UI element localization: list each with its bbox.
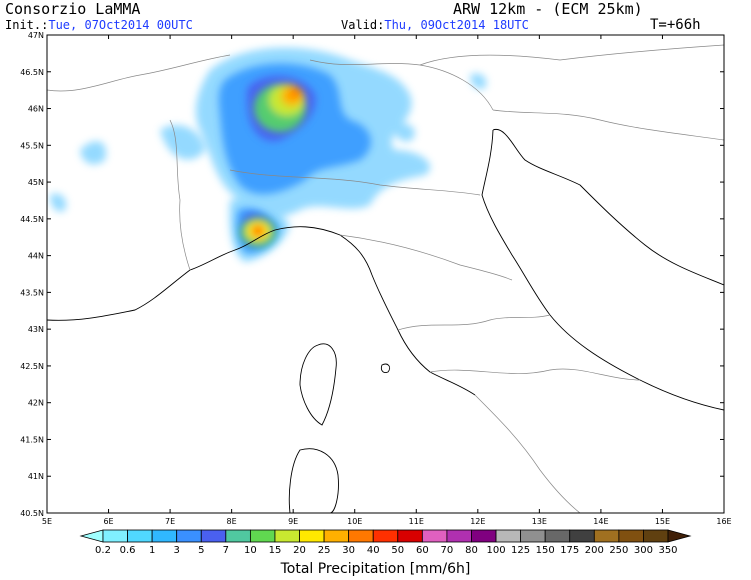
lat-tick-label: 46N [28,105,44,114]
colorbar-label: 300 [634,545,653,556]
lat-tick-label: 45N [28,178,44,187]
lat-tick-label: 44N [28,252,44,261]
colorbar-label: 3 [174,545,180,556]
colorbar-box [323,529,350,543]
colorbar-box [372,529,399,543]
organization-title: Consorzio LaMMA [5,0,141,18]
coastlines [47,128,724,513]
colorbar-box [421,529,448,543]
lon-tick-label: 11E [409,517,424,526]
colorbar-label: 20 [293,545,306,556]
lon-tick-label: 13E [532,517,547,526]
init-value: Tue, 07Oct2014 00UTC [48,18,193,32]
colorbar-label: 15 [269,545,282,556]
colorbar-max-arrow [667,529,692,543]
colorbar-box [176,529,202,543]
colorbar-box [225,529,251,543]
colorbar-label: 25 [318,545,331,556]
lon-tick-label: 7E [165,517,175,526]
valid-value: Thu, 09Oct2014 18UTC [384,18,529,32]
lat-tick-label: 43.5N [20,288,44,297]
lat-tick-label: 45.5N [20,141,44,150]
lon-tick-label: 5E [42,517,52,526]
latitude-ticks: 47N 46.5N 46N 45.5N 45N 44.5N 44N 43.5N 43N 42.5N… [20,31,724,518]
colorbar-label: 0.6 [120,545,136,556]
lat-tick-label: 42.5N [20,362,44,371]
colorbar: 0.2 0.6 1 3 5 7 10 15 20 25 30 40 50 60 70 80 100 125 150 1… [79,529,692,556]
valid-time: Valid:Thu, 09Oct2014 18UTC [341,18,529,32]
lat-tick-label: 42N [28,399,44,408]
colorbar-box [348,529,374,543]
colorbar-label: 10 [244,545,257,556]
lat-tick-label: 43N [28,325,44,334]
precip-field [50,47,487,262]
colorbar-box [102,529,128,543]
lon-tick-label: 15E [655,517,670,526]
colorbar-box [544,529,571,543]
colorbar-label: 250 [609,545,628,556]
lat-tick-label: 41N [28,472,44,481]
lon-tick-label: 6E [103,517,113,526]
lon-tick-label: 16E [716,517,731,526]
colorbar-label: 175 [560,545,579,556]
colorbar-min-arrow [79,529,104,543]
colorbar-box [446,529,472,543]
model-title: ARW 12km - (ECM 25km) [453,0,643,18]
colorbar-box [593,529,620,543]
colorbar-label: 30 [342,545,355,556]
colorbar-label: 125 [511,545,530,556]
colorbar-box [127,529,153,543]
colorbar-box [151,529,178,543]
plot-frame [46,34,725,514]
lat-tick-label: 40.5N [20,509,44,518]
colorbar-label: 70 [441,545,454,556]
longitude-ticks: 5E 6E 7E 8E 9E 10E 11E 12E 13E 14E 15E 16E [42,35,732,526]
valid-label: Valid: [341,18,385,32]
colorbar-box [299,529,325,543]
init-time: Init.:Tue, 07Oct2014 00UTC [5,18,193,32]
colorbar-label: 80 [465,545,478,556]
colorbar-label: 60 [416,545,429,556]
colorbar-box [471,529,497,543]
colorbar-label: 150 [536,545,555,556]
lon-tick-label: 12E [470,517,485,526]
colorbar-box [569,529,595,543]
lon-tick-label: 8E [227,517,237,526]
colorbar-box [643,529,669,543]
colorbar-box [495,529,522,543]
init-label: Init.: [5,18,49,32]
lat-tick-label: 47N [28,31,44,40]
lat-tick-label: 41.5N [20,435,44,444]
colorbar-title: Total Precipitation [mm/6h] [280,561,471,577]
colorbar-label: 5 [198,545,204,556]
borders [47,44,724,513]
colorbar-box [274,529,300,543]
colorbar-label: 1 [149,545,155,556]
colorbar-label: 50 [391,545,404,556]
colorbar-box [200,529,227,543]
lon-tick-label: 14E [593,517,608,526]
forecast-step: T=+66h [650,17,701,33]
lon-tick-label: 10E [347,517,362,526]
colorbar-label: 40 [367,545,380,556]
colorbar-box [249,529,276,543]
colorbar-label: 7 [223,545,229,556]
colorbar-label: 350 [658,545,677,556]
colorbar-box [618,529,644,543]
lat-tick-label: 46.5N [20,68,44,77]
lon-tick-label: 9E [288,517,298,526]
colorbar-box [397,529,423,543]
lat-tick-label: 44.5N [20,215,44,224]
colorbar-label: 100 [486,545,505,556]
colorbar-box [520,529,546,543]
colorbar-label: 200 [585,545,604,556]
colorbar-label: 0.2 [95,545,111,556]
